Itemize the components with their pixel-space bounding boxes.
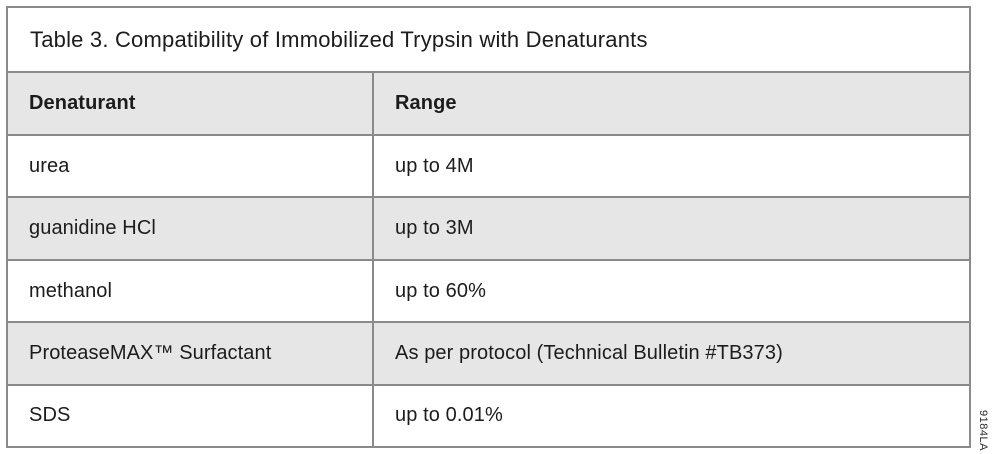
cell-denaturant: SDS xyxy=(29,404,71,427)
cell-range: up to 60% xyxy=(372,260,969,322)
table-row-urea: urea up to 4M xyxy=(8,136,969,199)
column-header-denaturant: Denaturant xyxy=(29,92,136,114)
figure-number-vertical: 9184LA xyxy=(977,410,989,451)
cell-denaturant: urea xyxy=(29,154,70,177)
table-row-proteasemax-surfactant: ProteaseMAX™ Surfactant As per protocol … xyxy=(8,323,969,386)
cell-denaturant: ProteaseMAX™ Surfactant xyxy=(29,341,272,364)
table-row-guanidine-hcl: guanidine HCl up to 3M xyxy=(8,198,969,261)
cell-denaturant: methanol xyxy=(29,279,113,302)
cell-denaturant: guanidine HCl xyxy=(29,217,156,240)
table-header-row: Denaturant Range xyxy=(8,73,969,136)
cell-range: up to 4M xyxy=(372,136,969,197)
cell-range: As per protocol (Technical Bulletin #TB3… xyxy=(372,323,969,384)
table-row-methanol: methanol up to 60% xyxy=(8,260,969,324)
table-title-row: Table 3. Compatibility of Immobilized Tr… xyxy=(8,8,969,73)
table-title: Table 3. Compatibility of Immobilized Tr… xyxy=(30,26,648,52)
compatibility-table: Table 3. Compatibility of Immobilized Tr… xyxy=(6,6,971,448)
cell-range: up to 0.01% xyxy=(372,385,969,447)
column-header-range: Range xyxy=(372,73,969,134)
table-row-sds: SDS up to 0.01% xyxy=(8,385,969,447)
cell-range: up to 3M xyxy=(372,198,969,259)
